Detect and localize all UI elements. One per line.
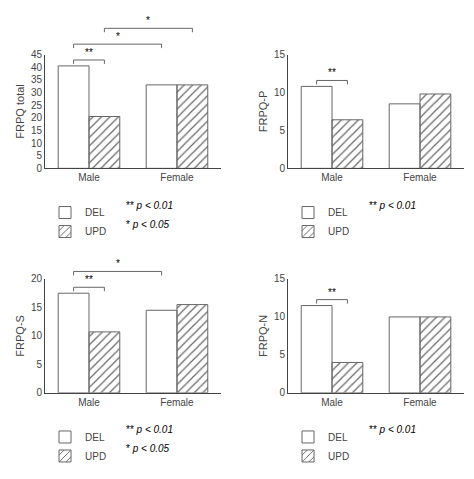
svg-text:DEL: DEL [85,432,105,443]
svg-text:DEL: DEL [328,432,348,443]
svg-text:5: 5 [36,150,42,161]
svg-text:0: 0 [36,387,42,398]
svg-text:** p < 0.01: ** p < 0.01 [369,200,416,211]
svg-text:Male: Male [321,172,343,183]
svg-text:FRPQ-S: FRPQ-S [14,315,26,357]
svg-text:UPD: UPD [328,226,349,237]
svg-text:* p < 0.05: * p < 0.05 [126,443,170,454]
svg-text:* p < 0.05: * p < 0.05 [126,219,170,230]
svg-text:** p < 0.01: ** p < 0.01 [369,424,416,435]
svg-text:**: ** [85,274,93,285]
svg-text:DEL: DEL [328,207,348,218]
svg-text:Male: Male [78,397,100,408]
svg-text:40: 40 [31,62,43,73]
svg-text:0: 0 [279,163,285,174]
svg-text:FRPQ-P: FRPQ-P [257,91,269,133]
svg-text:0: 0 [36,163,42,174]
svg-text:Male: Male [321,397,343,408]
svg-text:Male: Male [78,172,100,183]
svg-text:FRPQ-N: FRPQ-N [257,315,269,357]
svg-text:Female: Female [403,172,437,183]
svg-text:**: ** [328,287,336,298]
svg-text:30: 30 [31,87,43,98]
svg-text:** p < 0.01: ** p < 0.01 [126,200,173,211]
svg-text:Female: Female [160,397,194,408]
svg-text:10: 10 [31,138,43,149]
svg-text:UPD: UPD [328,451,349,462]
svg-text:5: 5 [279,349,285,360]
svg-text:*: * [146,15,150,26]
svg-text:20: 20 [31,273,43,284]
svg-text:UPD: UPD [85,451,106,462]
svg-text:10: 10 [31,330,43,341]
svg-text:Female: Female [403,397,437,408]
svg-text:DEL: DEL [85,207,105,218]
svg-text:*: * [116,258,120,269]
svg-text:5: 5 [36,359,42,370]
svg-text:10: 10 [274,87,286,98]
svg-text:35: 35 [31,74,43,85]
svg-text:**: ** [85,47,93,58]
svg-text:0: 0 [279,387,285,398]
svg-text:45: 45 [31,49,43,60]
svg-text:**: ** [328,67,336,78]
svg-text:15: 15 [31,125,43,136]
svg-text:Female: Female [160,172,194,183]
svg-text:FRPQ total: FRPQ total [14,84,26,138]
svg-text:15: 15 [31,302,43,313]
svg-text:*: * [116,31,120,42]
svg-text:UPD: UPD [85,226,106,237]
svg-text:15: 15 [274,273,286,284]
svg-text:25: 25 [31,100,43,111]
svg-text:** p < 0.01: ** p < 0.01 [126,424,173,435]
svg-text:10: 10 [274,311,286,322]
svg-text:15: 15 [274,49,286,60]
svg-text:5: 5 [279,125,285,136]
svg-text:20: 20 [31,112,43,123]
